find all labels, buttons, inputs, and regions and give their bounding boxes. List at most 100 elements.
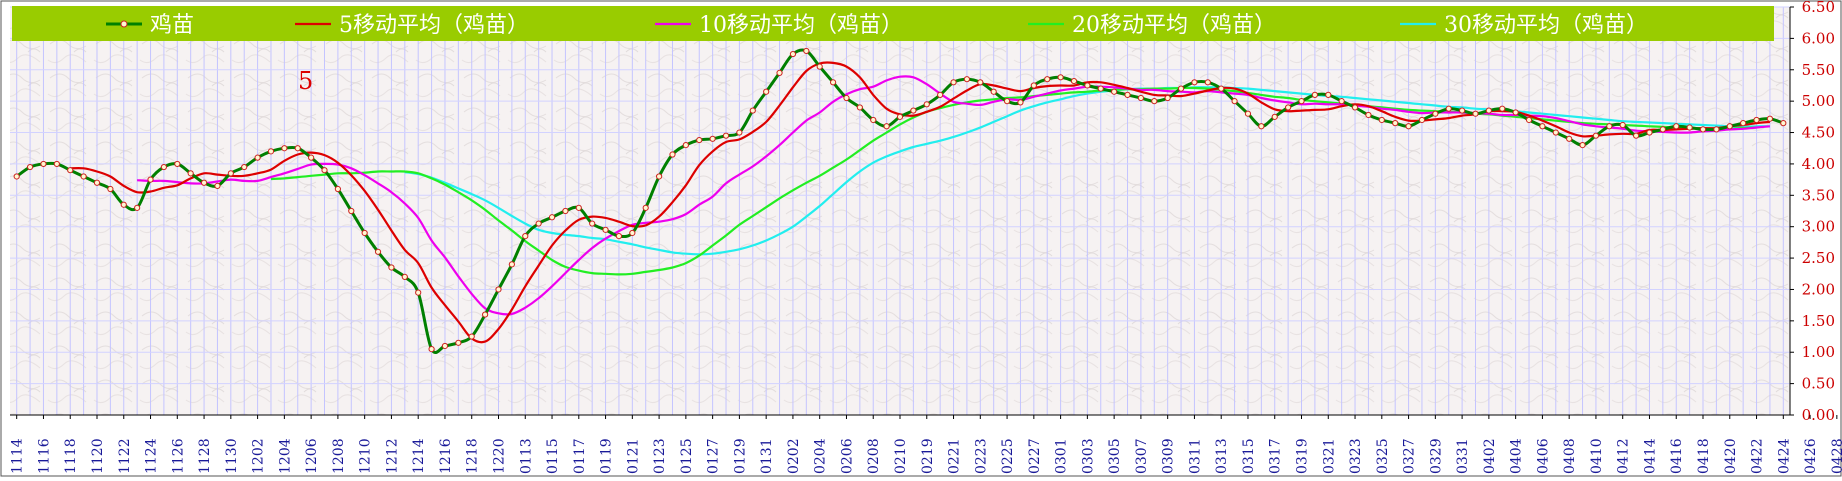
data-point bbox=[1699, 126, 1707, 133]
data-point bbox=[829, 79, 837, 86]
y-tick-label: 4.00 bbox=[1802, 155, 1835, 173]
data-point bbox=[321, 167, 328, 174]
data-point bbox=[1351, 104, 1359, 111]
x-tick-label: 1126 bbox=[170, 438, 186, 474]
chart-annotation: 5 bbox=[298, 67, 313, 95]
x-tick-label: 0404 bbox=[1509, 438, 1525, 474]
data-point bbox=[1632, 132, 1640, 139]
data-point bbox=[308, 154, 315, 161]
x-tick-label: 0426 bbox=[1803, 438, 1819, 474]
y-tick-label: 0.50 bbox=[1802, 375, 1835, 393]
data-point bbox=[1686, 124, 1693, 131]
x-tick-label: 0412 bbox=[1616, 438, 1632, 474]
data-point bbox=[709, 135, 716, 142]
y-tick-label: 6.50 bbox=[1802, 0, 1835, 16]
data-point bbox=[1673, 123, 1680, 130]
x-tick-label: 0219 bbox=[920, 438, 936, 474]
data-point bbox=[1646, 129, 1653, 136]
x-tick-label: 0208 bbox=[866, 438, 882, 474]
x-tick-label: 1216 bbox=[438, 438, 454, 474]
x-tick-label: 0414 bbox=[1642, 438, 1658, 474]
y-tick-label: 2.50 bbox=[1802, 249, 1835, 267]
data-point bbox=[1485, 107, 1492, 114]
data-point bbox=[361, 229, 368, 237]
data-point bbox=[1177, 85, 1185, 92]
y-tick-label: 3.50 bbox=[1802, 186, 1835, 204]
x-tick-label: 0131 bbox=[759, 438, 775, 474]
data-point bbox=[1030, 82, 1037, 89]
data-point bbox=[1271, 113, 1278, 120]
data-point bbox=[1539, 123, 1546, 130]
data-point bbox=[120, 201, 127, 208]
data-point bbox=[1499, 105, 1506, 112]
data-point bbox=[1472, 110, 1479, 117]
data-point bbox=[1017, 99, 1024, 106]
data-point bbox=[1726, 123, 1733, 130]
data-point bbox=[1070, 77, 1078, 85]
data-point bbox=[1044, 76, 1051, 83]
data-point bbox=[963, 76, 971, 83]
data-point bbox=[1713, 126, 1720, 133]
data-point bbox=[1378, 116, 1385, 124]
data-point bbox=[334, 185, 341, 193]
legend-label-ma20: 20移动平均（鸡苗） bbox=[1072, 13, 1276, 38]
data-point bbox=[843, 94, 850, 102]
x-tick-label: 0317 bbox=[1268, 438, 1284, 474]
x-tick-label: 1208 bbox=[331, 438, 347, 474]
data-point bbox=[1592, 132, 1600, 139]
data-point bbox=[1365, 111, 1372, 119]
y-tick-label: 6.00 bbox=[1802, 29, 1835, 47]
x-tick-label: 0309 bbox=[1161, 438, 1177, 474]
x-tick-label: 1128 bbox=[197, 438, 213, 474]
data-point bbox=[575, 204, 582, 211]
data-point bbox=[174, 160, 181, 168]
data-point bbox=[374, 248, 382, 255]
data-point bbox=[1311, 91, 1318, 98]
data-point bbox=[1325, 91, 1332, 98]
data-point bbox=[896, 113, 904, 120]
data-point bbox=[1566, 135, 1573, 142]
data-point bbox=[977, 79, 984, 86]
x-tick-label: 1210 bbox=[358, 438, 374, 474]
data-point bbox=[696, 136, 703, 144]
data-point bbox=[615, 233, 623, 240]
x-tick-label: 0301 bbox=[1054, 438, 1070, 474]
data-point bbox=[1418, 116, 1426, 124]
data-point bbox=[1298, 98, 1305, 105]
data-point bbox=[508, 261, 515, 268]
data-point bbox=[187, 170, 194, 177]
data-point bbox=[1740, 120, 1747, 127]
data-point bbox=[107, 185, 114, 193]
x-tick-label: 1124 bbox=[144, 438, 160, 474]
data-point bbox=[1766, 115, 1774, 122]
data-point bbox=[856, 104, 863, 111]
data-point bbox=[1003, 98, 1011, 105]
data-point bbox=[1405, 123, 1412, 130]
data-point bbox=[441, 342, 449, 350]
data-point bbox=[1579, 141, 1586, 149]
data-point bbox=[214, 182, 221, 189]
x-tick-label: 0307 bbox=[1134, 438, 1150, 474]
data-point bbox=[1164, 94, 1171, 102]
x-tick-label: 0303 bbox=[1080, 438, 1096, 474]
x-tick-label: 0428 bbox=[1830, 438, 1842, 474]
data-point bbox=[67, 167, 74, 174]
data-point bbox=[1258, 123, 1265, 130]
y-tick-label: 2.00 bbox=[1802, 280, 1835, 298]
x-tick-label: 0315 bbox=[1241, 438, 1257, 474]
y-tick-label: 4.50 bbox=[1802, 124, 1835, 142]
data-point bbox=[267, 148, 275, 155]
data-point bbox=[629, 229, 636, 237]
data-point bbox=[1057, 74, 1064, 81]
data-point bbox=[428, 345, 435, 353]
data-point bbox=[548, 214, 556, 221]
data-point bbox=[722, 132, 730, 139]
x-tick-label: 1130 bbox=[224, 438, 240, 474]
data-point bbox=[482, 311, 489, 318]
data-point bbox=[415, 289, 422, 296]
data-point bbox=[134, 204, 141, 211]
y-tick-label: 1.00 bbox=[1802, 343, 1835, 361]
x-tick-label: 1218 bbox=[465, 438, 481, 474]
data-point bbox=[1204, 79, 1211, 86]
